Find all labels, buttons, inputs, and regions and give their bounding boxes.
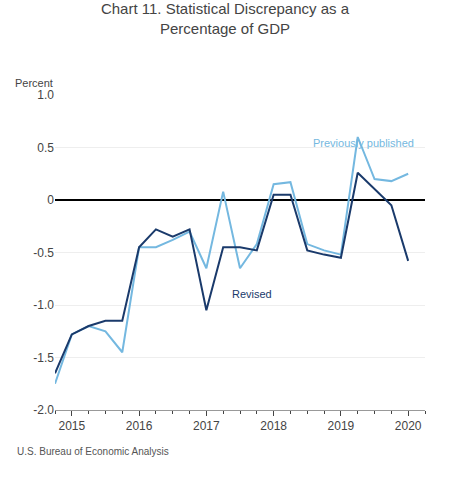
svg-text:2019: 2019	[328, 419, 355, 433]
svg-text:Chart 11. Statistical Discrepa: Chart 11. Statistical Discrepancy as aPe…	[101, 0, 350, 37]
svg-text:0: 0	[47, 193, 54, 207]
svg-text:U.S. Bureau of Economic Analys: U.S. Bureau of Economic Analysis	[17, 446, 169, 457]
svg-text:Previously published: Previously published	[313, 137, 414, 149]
svg-text:2017: 2017	[193, 419, 220, 433]
svg-text:Percent: Percent	[15, 77, 53, 89]
svg-text:-2.0: -2.0	[33, 403, 54, 417]
svg-text:2015: 2015	[58, 419, 85, 433]
svg-text:0.5: 0.5	[37, 141, 54, 155]
svg-text:2016: 2016	[126, 419, 153, 433]
svg-text:1.0: 1.0	[37, 88, 54, 102]
svg-text:2020: 2020	[395, 419, 422, 433]
svg-text:2018: 2018	[260, 419, 287, 433]
svg-text:-0.5: -0.5	[33, 246, 54, 260]
svg-text:-1.5: -1.5	[33, 351, 54, 365]
svg-text:Revised: Revised	[232, 288, 272, 300]
svg-text:-1.0: -1.0	[33, 298, 54, 312]
